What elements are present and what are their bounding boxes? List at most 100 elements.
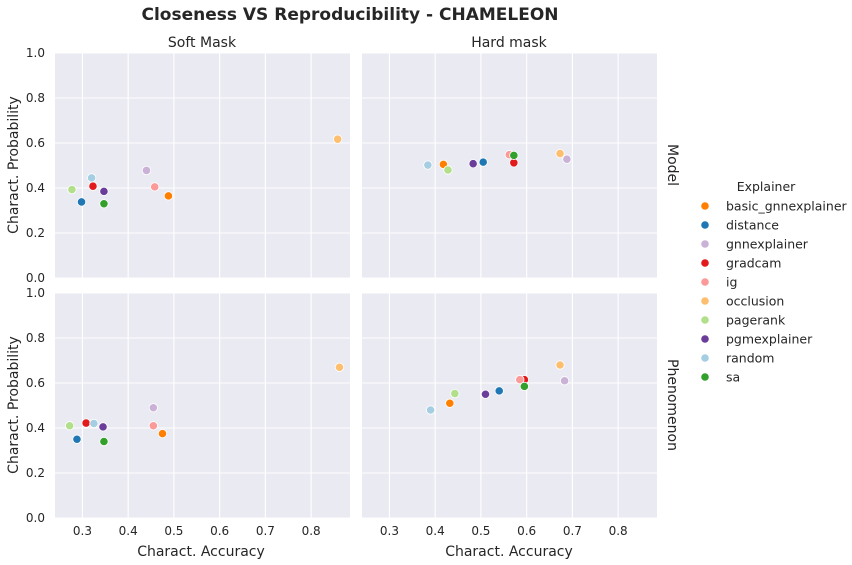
x-tick-label: 0.5 — [164, 524, 183, 538]
legend-label-random: random — [726, 351, 774, 366]
point-gnnexplainer — [141, 165, 152, 176]
point-gnnexplainer — [148, 403, 158, 413]
point-pgmexplainer — [98, 422, 108, 432]
point-occlusion — [333, 134, 343, 144]
point-gradcam — [81, 418, 91, 428]
point-pagerank — [443, 165, 453, 175]
y-tick-label: 0.8 — [26, 331, 45, 345]
legend-marker-basic_gnnexplainer — [700, 201, 710, 211]
y-tick-label: 0.0 — [26, 511, 45, 525]
y-tick-label: 0.2 — [26, 466, 45, 480]
legend-label-occlusion: occlusion — [726, 294, 784, 309]
y-tick-label: 0.6 — [26, 136, 45, 150]
legend-label-basic_gnnexplainer: basic_gnnexplainer — [726, 199, 848, 214]
x-tick-label: 0.8 — [609, 524, 628, 538]
point-distance — [478, 157, 488, 167]
x-tick-label: 0.3 — [73, 524, 92, 538]
point-sa — [99, 199, 109, 209]
legend-marker-random — [700, 353, 710, 363]
legend-label-pagerank: pagerank — [726, 313, 786, 328]
point-pagerank — [450, 388, 460, 399]
legend-marker-gnnexplainer — [700, 239, 710, 249]
row-label-model: Model — [664, 144, 680, 186]
point-basic_gnnexplainer — [163, 191, 174, 201]
point-distance — [72, 434, 82, 444]
point-random — [86, 173, 97, 183]
point-pgmexplainer — [468, 159, 478, 169]
x-tick-label: 0.7 — [256, 524, 275, 538]
x-tick-label: 0.4 — [426, 524, 445, 538]
column-label-soft-mask: Soft Mask — [168, 35, 237, 51]
legend-marker-gradcam — [700, 258, 710, 268]
panel-phenomenon-soft-mask: 0.0 0.2 0.4 0.6 0.8 1.0 0.3 0.4 0.5 0.6 0.7 0.8 — [26, 286, 350, 538]
point-random — [426, 405, 436, 415]
point-basic_gnnexplainer — [445, 398, 455, 408]
panel-model-soft-mask: 0.0 0.2 0.4 0.6 0.8 1.0 — [26, 46, 350, 285]
legend-label-gradcam: gradcam — [726, 256, 781, 271]
legend-marker-distance — [700, 220, 710, 230]
point-distance — [494, 386, 504, 396]
point-gradcam — [88, 181, 98, 191]
row-label-phenomenon: Phenomenon — [664, 359, 680, 451]
y-tick-label: 1.0 — [26, 286, 45, 300]
legend-marker-ig — [700, 277, 710, 287]
legend-marker-occlusion — [700, 296, 710, 306]
point-gnnexplainer — [560, 376, 570, 386]
x-tick-label: 0.4 — [119, 524, 138, 538]
legend-marker-pagerank — [700, 315, 710, 325]
point-gnnexplainer — [562, 154, 572, 164]
panel-phenomenon-hard-mask: 0.3 0.4 0.5 0.6 0.7 0.8 — [362, 292, 657, 538]
point-pgmexplainer — [480, 389, 491, 399]
legend-label-ig: ig — [726, 275, 737, 290]
point-pagerank — [65, 421, 75, 431]
point-occlusion — [555, 360, 565, 370]
point-basic_gnnexplainer — [157, 429, 168, 439]
y-tick-label: 1.0 — [26, 46, 45, 60]
y-tick-label: 0.0 — [26, 271, 45, 285]
point-ig — [148, 421, 158, 431]
point-ig — [150, 182, 160, 192]
point-occlusion — [334, 362, 345, 372]
panel-model-hard-mask — [362, 52, 657, 279]
point-sa — [519, 381, 529, 391]
panel-background — [362, 53, 657, 278]
x-tick-label: 0.8 — [302, 524, 321, 538]
x-tick-label: 0.6 — [517, 524, 536, 538]
point-sa — [99, 436, 109, 447]
point-random — [423, 160, 433, 170]
x-tick-label: 0.5 — [471, 524, 490, 538]
panel-background — [55, 293, 350, 518]
facet-grid: 0.00.20.40.60.81.00.00.20.40.60.81.00.3 0… — [26, 46, 657, 538]
x-tick-label: 0.3 — [380, 524, 399, 538]
point-random — [89, 418, 99, 429]
y-axis-label-bottom: Charact. Probability — [6, 336, 22, 474]
legend-marker-pgmexplainer — [700, 334, 710, 344]
y-tick-label: 0.4 — [26, 181, 45, 195]
legend: Explainer basic_gnnexplainer distance gnne… — [700, 179, 848, 385]
point-sa — [509, 150, 519, 160]
legend-label-distance: distance — [726, 218, 779, 233]
y-tick-label: 0.6 — [26, 376, 45, 390]
x-axis-label-left: Charact. Accuracy — [137, 544, 265, 560]
point-pagerank — [67, 184, 77, 195]
panel-background — [362, 293, 657, 518]
x-tick-label: 0.6 — [210, 524, 229, 538]
chart-title: Closeness VS Reproducibility - CHAMELEON — [141, 5, 558, 25]
legend-marker-sa — [700, 372, 710, 382]
legend-label-pgmexplainer: pgmexplainer — [726, 332, 813, 347]
y-tick-label: 0.4 — [26, 421, 45, 435]
legend-label-gnnexplainer: gnnexplainer — [726, 237, 809, 252]
point-ig — [515, 375, 525, 385]
panel-background — [55, 53, 350, 278]
point-occlusion — [555, 148, 565, 159]
y-axis-label-top: Charact. Probability — [6, 96, 22, 234]
legend-label-sa: sa — [726, 370, 740, 385]
x-tick-label: 0.7 — [563, 524, 582, 538]
y-tick-label: 0.2 — [26, 226, 45, 240]
legend-title: Explainer — [737, 179, 796, 194]
column-label-hard-mask: Hard mask — [471, 35, 547, 51]
y-tick-label: 0.8 — [26, 91, 45, 105]
point-distance — [76, 197, 87, 207]
x-axis-label-right: Charact. Accuracy — [445, 544, 573, 560]
